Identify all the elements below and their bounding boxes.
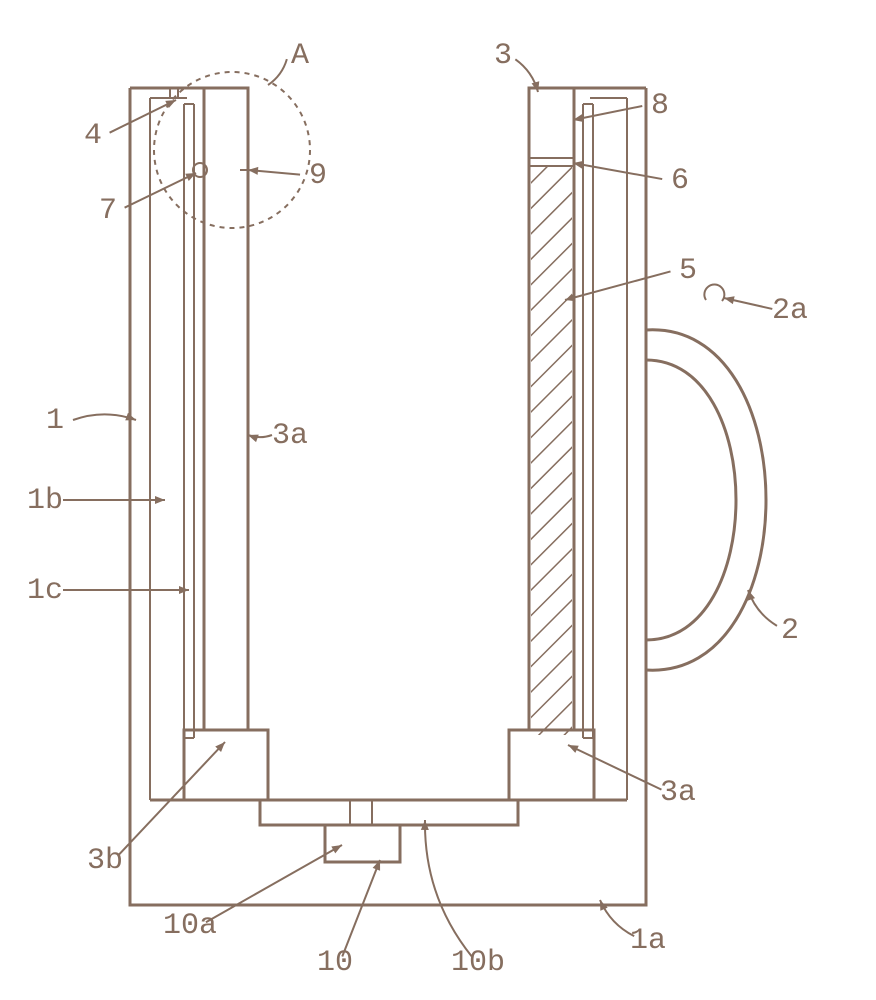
base-slot-10b (260, 800, 518, 825)
label-1a: 1a (630, 924, 666, 958)
label-8: 8 (651, 89, 669, 123)
arrowhead (248, 435, 259, 443)
sleeve-foot-right (509, 730, 594, 800)
label-3: 3 (494, 39, 512, 73)
sleeve-foot-left (184, 730, 268, 800)
leader-A (268, 59, 287, 85)
label-10: 10 (317, 946, 353, 980)
label-2: 2 (781, 614, 799, 648)
handle-inner (646, 360, 736, 640)
leader-4 (110, 100, 176, 133)
knob-10a (325, 825, 400, 862)
leader-5 (565, 271, 671, 300)
label-10b: 10b (451, 946, 505, 980)
label-1c: 1c (27, 574, 63, 608)
leader-10 (342, 860, 380, 957)
label-2a: 2a (772, 294, 808, 328)
label-10a: 10a (163, 909, 217, 943)
leader-6 (573, 163, 662, 179)
label-3a_right: 3a (660, 776, 696, 810)
label-3b: 3b (87, 844, 123, 878)
label-4: 4 (84, 119, 102, 153)
leader-7 (125, 173, 196, 208)
patent-figure: A 4 7 9 3 8 6 5 2a 1 3a 1b 1c 2 3a 3b 10a 10 10b 1a (0, 0, 876, 1000)
label-6: 6 (671, 164, 689, 198)
arrowhead (331, 845, 342, 853)
label-A: A (291, 39, 309, 73)
leader-10a (206, 845, 342, 922)
handle-outer (646, 330, 766, 670)
arrowhead (155, 496, 165, 504)
hatched-5 (531, 166, 572, 735)
handle-bump-2a (704, 285, 724, 301)
leader-10b (425, 820, 472, 956)
label-1b: 1b (27, 484, 63, 518)
label-1: 1 (46, 404, 64, 438)
label-5: 5 (679, 254, 697, 288)
sleeve-left (204, 88, 248, 730)
arrowhead (568, 745, 579, 753)
label-3a_left: 3a (272, 419, 308, 453)
label-9: 9 (309, 159, 327, 193)
label-7: 7 (99, 194, 117, 228)
